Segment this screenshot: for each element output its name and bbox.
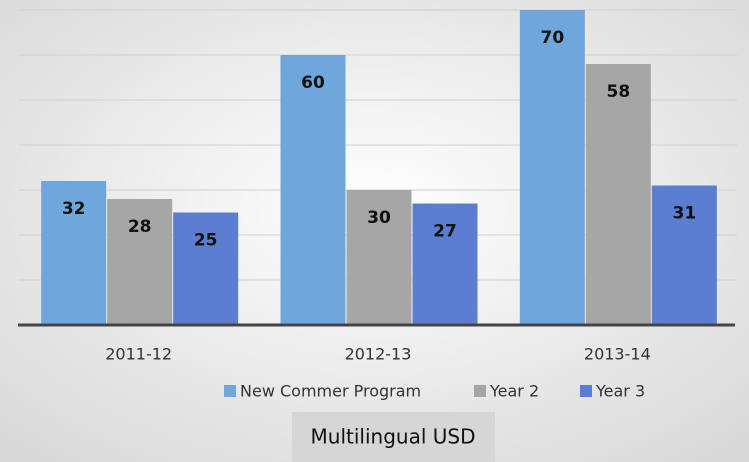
bar xyxy=(107,199,173,325)
data-label: 28 xyxy=(128,217,152,237)
data-label: 25 xyxy=(194,231,218,251)
data-label: 60 xyxy=(301,73,325,93)
x-tick-label: 2013-14 xyxy=(584,345,651,364)
data-label: 31 xyxy=(672,204,696,224)
chart-title: Multilingual USD xyxy=(311,425,476,449)
legend-swatch xyxy=(580,385,592,397)
legend-label: New Commer Program xyxy=(240,382,421,401)
legend-label: Year 3 xyxy=(595,382,645,401)
bar xyxy=(412,203,478,325)
bar xyxy=(280,55,346,325)
data-label: 27 xyxy=(433,222,457,242)
legend-swatch xyxy=(474,385,486,397)
bar xyxy=(651,185,717,325)
bar xyxy=(173,212,239,325)
data-label: 32 xyxy=(62,199,86,219)
legend-swatch xyxy=(224,385,236,397)
legend-label: Year 2 xyxy=(489,382,539,401)
bar xyxy=(585,64,651,325)
title-box xyxy=(292,412,495,462)
data-label: 70 xyxy=(540,28,564,48)
bar xyxy=(41,181,107,325)
data-label: 30 xyxy=(367,208,391,228)
x-tick-label: 2012-13 xyxy=(345,345,412,364)
x-tick-label: 2011-12 xyxy=(105,345,172,364)
bar xyxy=(519,10,585,325)
data-label: 58 xyxy=(606,82,630,102)
bar xyxy=(346,190,412,325)
